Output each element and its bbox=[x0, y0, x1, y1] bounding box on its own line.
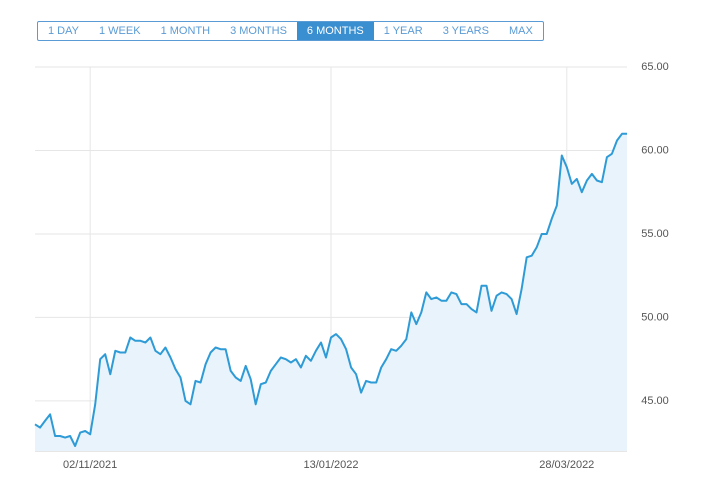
range-button[interactable]: 3 MONTHS bbox=[230, 25, 287, 37]
x-tick-label: 28/03/2022 bbox=[539, 459, 594, 471]
x-tick-label: 13/01/2022 bbox=[303, 459, 358, 471]
y-tick-label: 45.00 bbox=[641, 395, 669, 407]
range-button[interactable]: 1 WEEK bbox=[98, 25, 141, 37]
y-tick-label: 55.00 bbox=[641, 228, 669, 240]
price-line bbox=[34, 132, 627, 447]
range-button[interactable]: 1 YEAR bbox=[383, 25, 423, 37]
y-tick-label: 65.00 bbox=[641, 61, 669, 73]
range-button[interactable]: 6 MONTHS bbox=[296, 22, 374, 40]
range-button[interactable]: MAX bbox=[508, 25, 533, 37]
area-fill bbox=[35, 133, 627, 452]
x-tick-label: 02/11/2021 bbox=[63, 459, 117, 471]
range-button[interactable]: 1 DAY bbox=[48, 25, 79, 37]
range-selector: 1 DAY 1 WEEK 1 MONTH 3 MONTHS 6 MONTHS 1 YEAR… bbox=[37, 21, 544, 41]
range-button[interactable]: 1 MONTH bbox=[160, 25, 211, 37]
y-tick-label: 60.00 bbox=[641, 144, 669, 156]
range-button[interactable]: 3 YEARS bbox=[442, 25, 489, 37]
y-tick-label: 50.00 bbox=[641, 311, 669, 323]
